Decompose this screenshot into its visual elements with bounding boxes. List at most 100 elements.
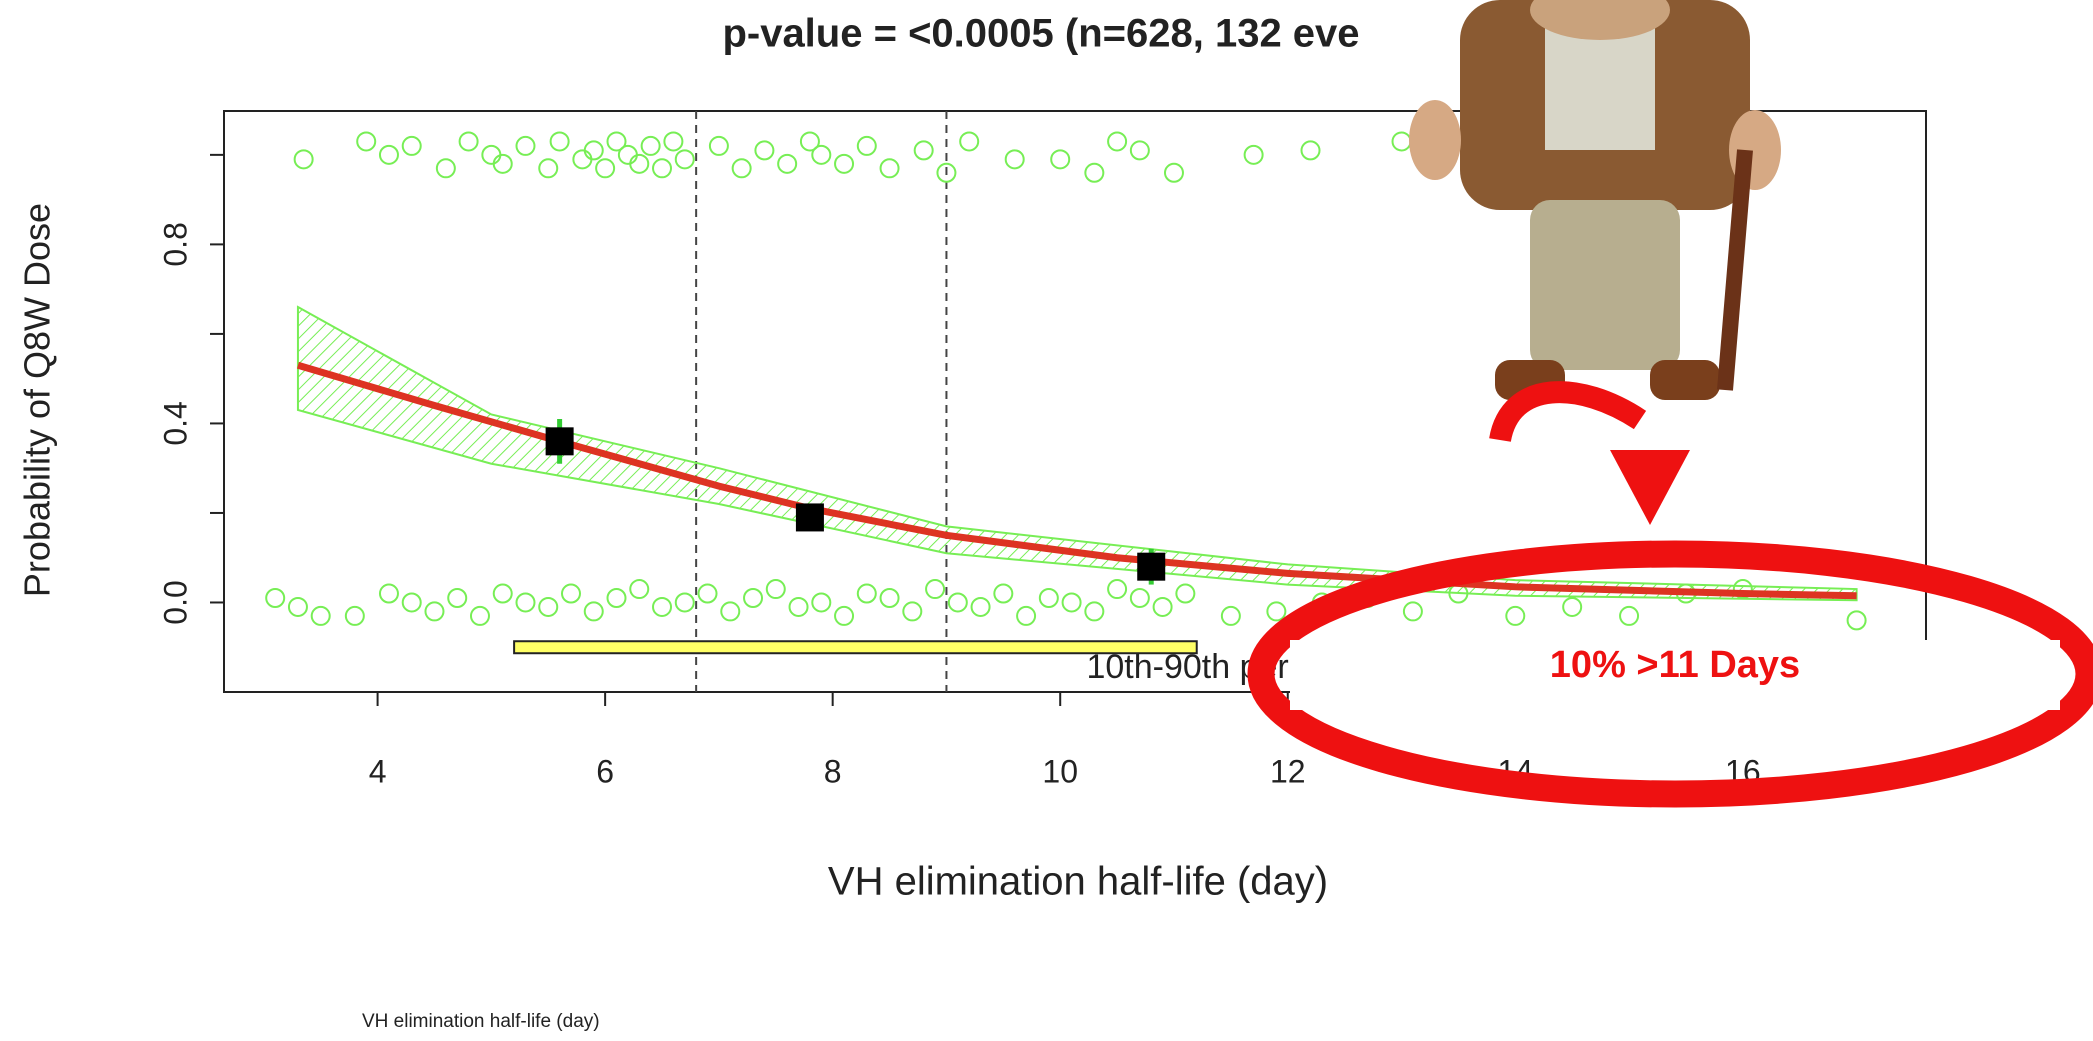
scatter-point (1061, 592, 1082, 613)
scatter-point (1050, 149, 1071, 170)
scatter-point (720, 601, 741, 622)
scatter-point (856, 583, 877, 604)
scatter-point (492, 583, 513, 604)
scatter-point (811, 144, 832, 165)
scatter-point (606, 588, 627, 609)
scatter-point (1163, 162, 1184, 183)
scatter-point (1391, 131, 1412, 152)
scatter-point (1220, 605, 1241, 626)
scatter-point (287, 596, 308, 617)
scatter-point (572, 149, 593, 170)
x-tick-label: 4 (369, 753, 387, 789)
scatter-point (583, 140, 604, 161)
scatter-point (1243, 144, 1264, 165)
arrow-shaft (1489, 381, 1647, 443)
scatter-point (401, 592, 422, 613)
scatter-point (606, 131, 627, 152)
x-axis-label: VH elimination half-life (day) (828, 860, 1328, 904)
scatter-point (811, 592, 832, 613)
scatter-point (356, 131, 377, 152)
scatter-point (663, 131, 684, 152)
scatter-point (697, 583, 718, 604)
scatter-point (515, 135, 536, 156)
scatter-point (1402, 601, 1423, 622)
scatter-point (959, 131, 980, 152)
scatter-point (674, 149, 695, 170)
scatter-point (754, 140, 775, 161)
scatter-point (401, 135, 422, 156)
scatter-point (1175, 583, 1196, 604)
highlight-ellipse (1247, 540, 2093, 808)
scatter-point (925, 579, 946, 600)
scatter-point (378, 144, 399, 165)
arrow-head (1610, 450, 1690, 525)
y-axis-label: Probability of Q8W Dose (17, 203, 58, 597)
scatter-point (1152, 596, 1173, 617)
scatter-point (640, 135, 661, 156)
scatter-point (629, 579, 650, 600)
scatter-point (993, 583, 1014, 604)
scatter-point (583, 601, 604, 622)
scatter-point (652, 596, 673, 617)
y-tick-label: 0.4 (157, 401, 193, 445)
scatter-point (1300, 140, 1321, 161)
scatter-point (879, 158, 900, 179)
scatter-point (765, 579, 786, 600)
scatter-point (344, 605, 365, 626)
scatter-point (947, 592, 968, 613)
group-mean (545, 427, 574, 456)
x-tick-label: 6 (596, 753, 614, 789)
scatter-point (731, 158, 752, 179)
scatter-point (538, 596, 559, 617)
fit-line (296, 361, 1857, 600)
scatter-point (617, 144, 638, 165)
scatter-point (1084, 601, 1105, 622)
scatter-point (788, 596, 809, 617)
scatter-point (1107, 579, 1128, 600)
scatter-point (469, 605, 490, 626)
scatter-point (652, 158, 673, 179)
y-tick-label: 0.0 (157, 580, 193, 624)
scatter-point (560, 583, 581, 604)
group-mean (795, 503, 824, 532)
scatter-point (777, 153, 798, 174)
character-illustration (1409, 0, 1781, 400)
scatter-point (936, 162, 957, 183)
scatter-point (1038, 588, 1059, 609)
scatter-point (595, 158, 616, 179)
scatter-point (856, 135, 877, 156)
x-tick-label: 8 (824, 753, 842, 789)
scatter-point (492, 153, 513, 174)
annotation: 10% >11 Days (1550, 644, 1800, 686)
scatter-point (1266, 601, 1287, 622)
scatter-point (293, 149, 314, 170)
scatter-point (424, 601, 445, 622)
scatter-point (708, 135, 729, 156)
scatter-point (435, 158, 456, 179)
scatter-point (743, 588, 764, 609)
scatter-point (515, 592, 536, 613)
scatter-point (1562, 596, 1583, 617)
scatter-point (913, 140, 934, 161)
scatter-point (834, 605, 855, 626)
scatter-point (799, 131, 820, 152)
scatter-point (447, 588, 468, 609)
scatter-point (879, 588, 900, 609)
footnote: VH elimination half-life (day) (362, 1011, 600, 1032)
scatter-point (1004, 149, 1025, 170)
plot-frame (223, 110, 1927, 693)
scatter-point (902, 601, 923, 622)
scatter-point (674, 592, 695, 613)
y-tick-label: 0.8 (157, 222, 193, 266)
scatter-point (970, 596, 991, 617)
x-tick-label: 12 (1270, 753, 1306, 789)
chart-title: p-value = <0.0005 (n=628, 132 eve (722, 12, 1359, 56)
x-tick-label: 10 (1042, 753, 1078, 789)
percentile-bar (513, 640, 1198, 655)
scatter-point (481, 144, 502, 165)
scatter-point (458, 131, 479, 152)
scatter-point (538, 158, 559, 179)
scatter-point (1084, 162, 1105, 183)
